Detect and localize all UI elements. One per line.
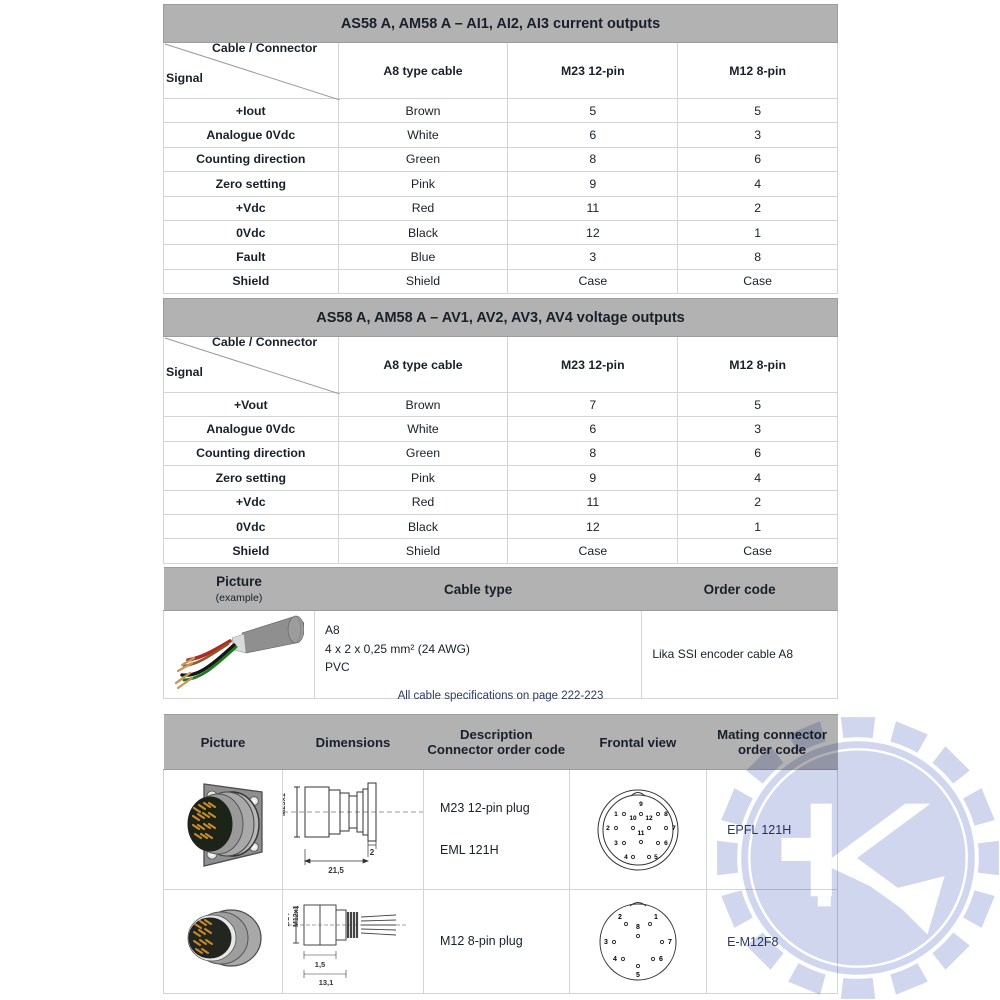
svg-text:8: 8	[664, 811, 668, 818]
svg-text:6: 6	[664, 840, 668, 847]
svg-text:21,5: 21,5	[328, 866, 344, 875]
svg-text:2: 2	[606, 825, 610, 832]
svg-text:1: 1	[654, 914, 658, 921]
svg-text:13,1: 13,1	[319, 978, 334, 987]
svg-text:3: 3	[614, 840, 618, 847]
svg-text:M12x1: M12x1	[293, 905, 300, 927]
svg-text:7: 7	[672, 825, 676, 832]
svg-text:12: 12	[645, 815, 653, 822]
svg-text:2: 2	[618, 914, 622, 921]
svg-text:6: 6	[659, 956, 663, 963]
svg-text:M23x1: M23x1	[283, 793, 287, 816]
svg-text:11: 11	[637, 830, 644, 837]
svg-text:10: 10	[629, 815, 637, 822]
svg-text:5: 5	[654, 854, 658, 861]
svg-text:8: 8	[636, 924, 640, 931]
svg-text:9: 9	[639, 801, 643, 808]
svg-text:5: 5	[636, 972, 640, 979]
svg-text:4: 4	[624, 854, 628, 861]
svg-text:∅14: ∅14	[288, 913, 291, 927]
svg-text:1: 1	[614, 811, 618, 818]
svg-text:3: 3	[604, 939, 608, 946]
svg-text:2: 2	[370, 848, 375, 857]
svg-text:1,5: 1,5	[315, 960, 325, 969]
svg-text:7: 7	[668, 939, 672, 946]
svg-text:4: 4	[613, 956, 617, 963]
